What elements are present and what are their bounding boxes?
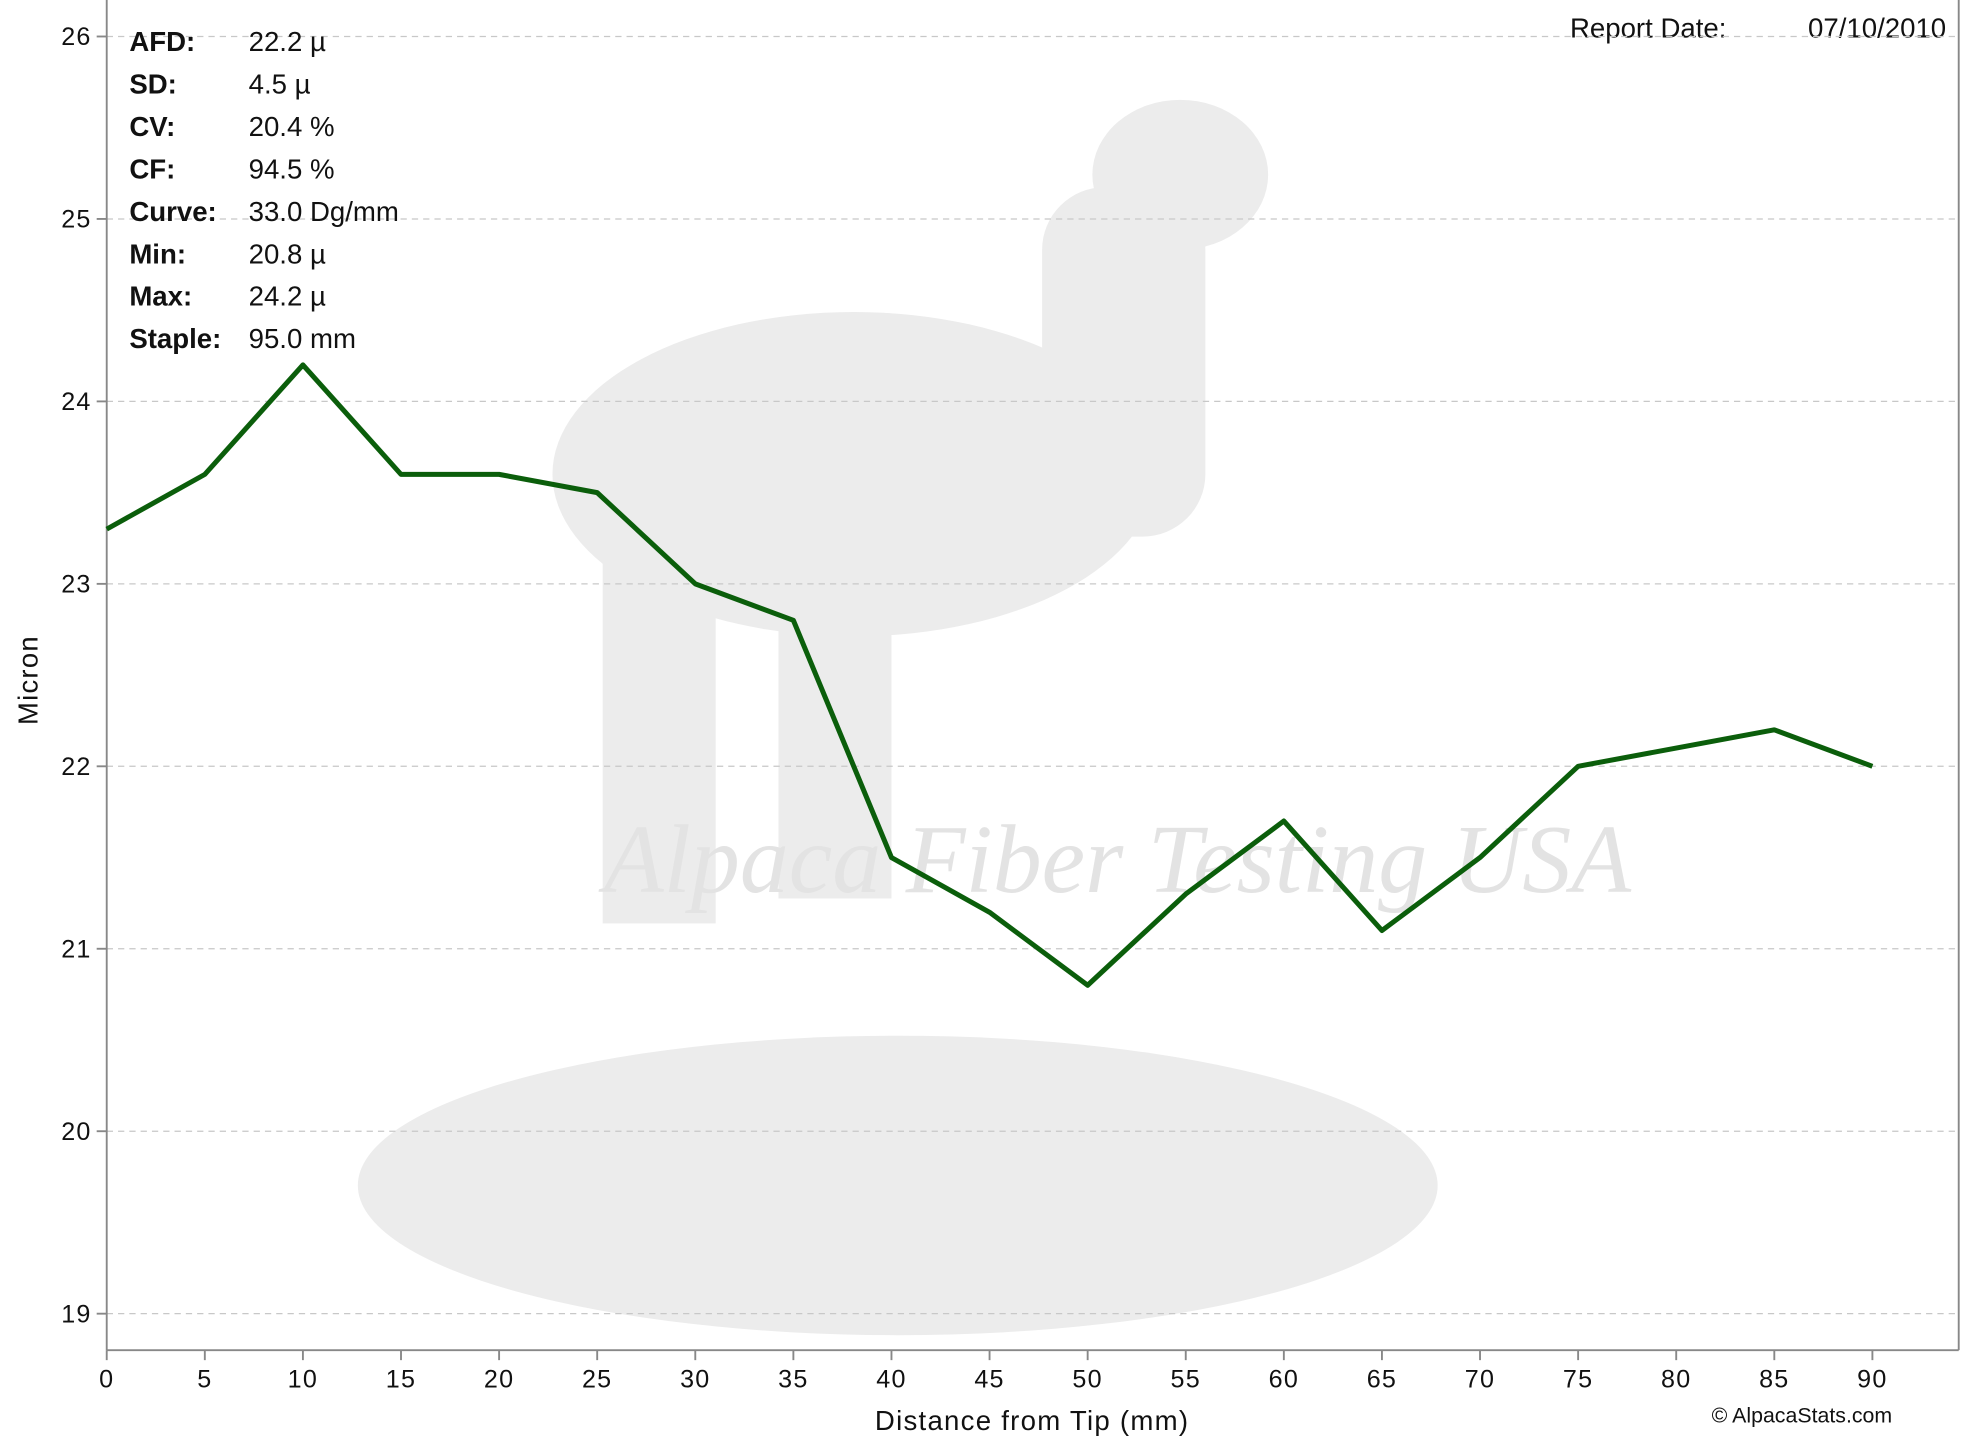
stat-label: Curve: [129, 196, 216, 227]
stat-value: 4.5 µ [249, 69, 311, 100]
x-tick-label: 85 [1759, 1366, 1789, 1394]
watermark-image [358, 100, 1438, 1335]
x-tick-label: 40 [876, 1366, 906, 1394]
stat-label: Max: [129, 281, 192, 312]
y-tick-label: 23 [61, 571, 91, 599]
y-tick-label: 22 [61, 753, 91, 781]
y-tick-label: 21 [61, 936, 91, 964]
x-tick-label: 60 [1269, 1366, 1299, 1394]
x-tick-label: 10 [288, 1366, 318, 1394]
y-axis-label: Micron [13, 635, 44, 725]
stat-label: CF: [129, 154, 175, 185]
y-tick-label: 24 [61, 388, 91, 416]
chart: Alpaca Fiber Testing USA Report Date: 07… [0, 0, 1965, 1445]
x-tick-label: 45 [974, 1366, 1004, 1394]
stat-label: Min: [129, 238, 186, 269]
x-tick-label: 50 [1072, 1366, 1102, 1394]
x-tick-label: 65 [1367, 1366, 1397, 1394]
y-tick-label: 26 [61, 23, 91, 51]
stat-value: 94.5 % [249, 154, 335, 185]
x-tick-label: 90 [1857, 1366, 1887, 1394]
stat-label: Staple: [129, 323, 221, 354]
x-tick-label: 80 [1661, 1366, 1691, 1394]
x-tick-label: 70 [1465, 1366, 1495, 1394]
stat-value: 24.2 µ [249, 281, 326, 312]
x-axis-label: Distance from Tip (mm) [875, 1405, 1189, 1436]
report-date-label: Report Date: [1570, 13, 1726, 44]
y-tick-label: 20 [61, 1118, 91, 1146]
stat-value: 20.8 µ [249, 238, 326, 269]
stat-label: CV: [129, 111, 175, 142]
x-tick-label: 30 [680, 1366, 710, 1394]
stat-value: 95.0 mm [249, 323, 356, 354]
stat-value: 33.0 Dg/mm [249, 196, 399, 227]
y-tick-label: 25 [61, 206, 91, 234]
x-tick-label: 0 [99, 1366, 114, 1394]
x-tick-label: 75 [1563, 1366, 1593, 1394]
stat-value: 22.2 µ [249, 26, 326, 57]
x-tick-label: 55 [1171, 1366, 1201, 1394]
x-tick-label: 15 [386, 1366, 416, 1394]
x-tick-label: 5 [197, 1366, 212, 1394]
stat-label: SD: [129, 69, 177, 100]
y-tick-label: 19 [61, 1300, 91, 1328]
x-tick-label: 25 [582, 1366, 612, 1394]
stat-value: 20.4 % [249, 111, 335, 142]
report-date: 07/10/2010 [1808, 13, 1946, 44]
x-tick-label: 35 [778, 1366, 808, 1394]
x-tick-label: 20 [484, 1366, 514, 1394]
stat-label: AFD: [129, 26, 195, 57]
copyright: © AlpacaStats.com [1712, 1404, 1893, 1428]
